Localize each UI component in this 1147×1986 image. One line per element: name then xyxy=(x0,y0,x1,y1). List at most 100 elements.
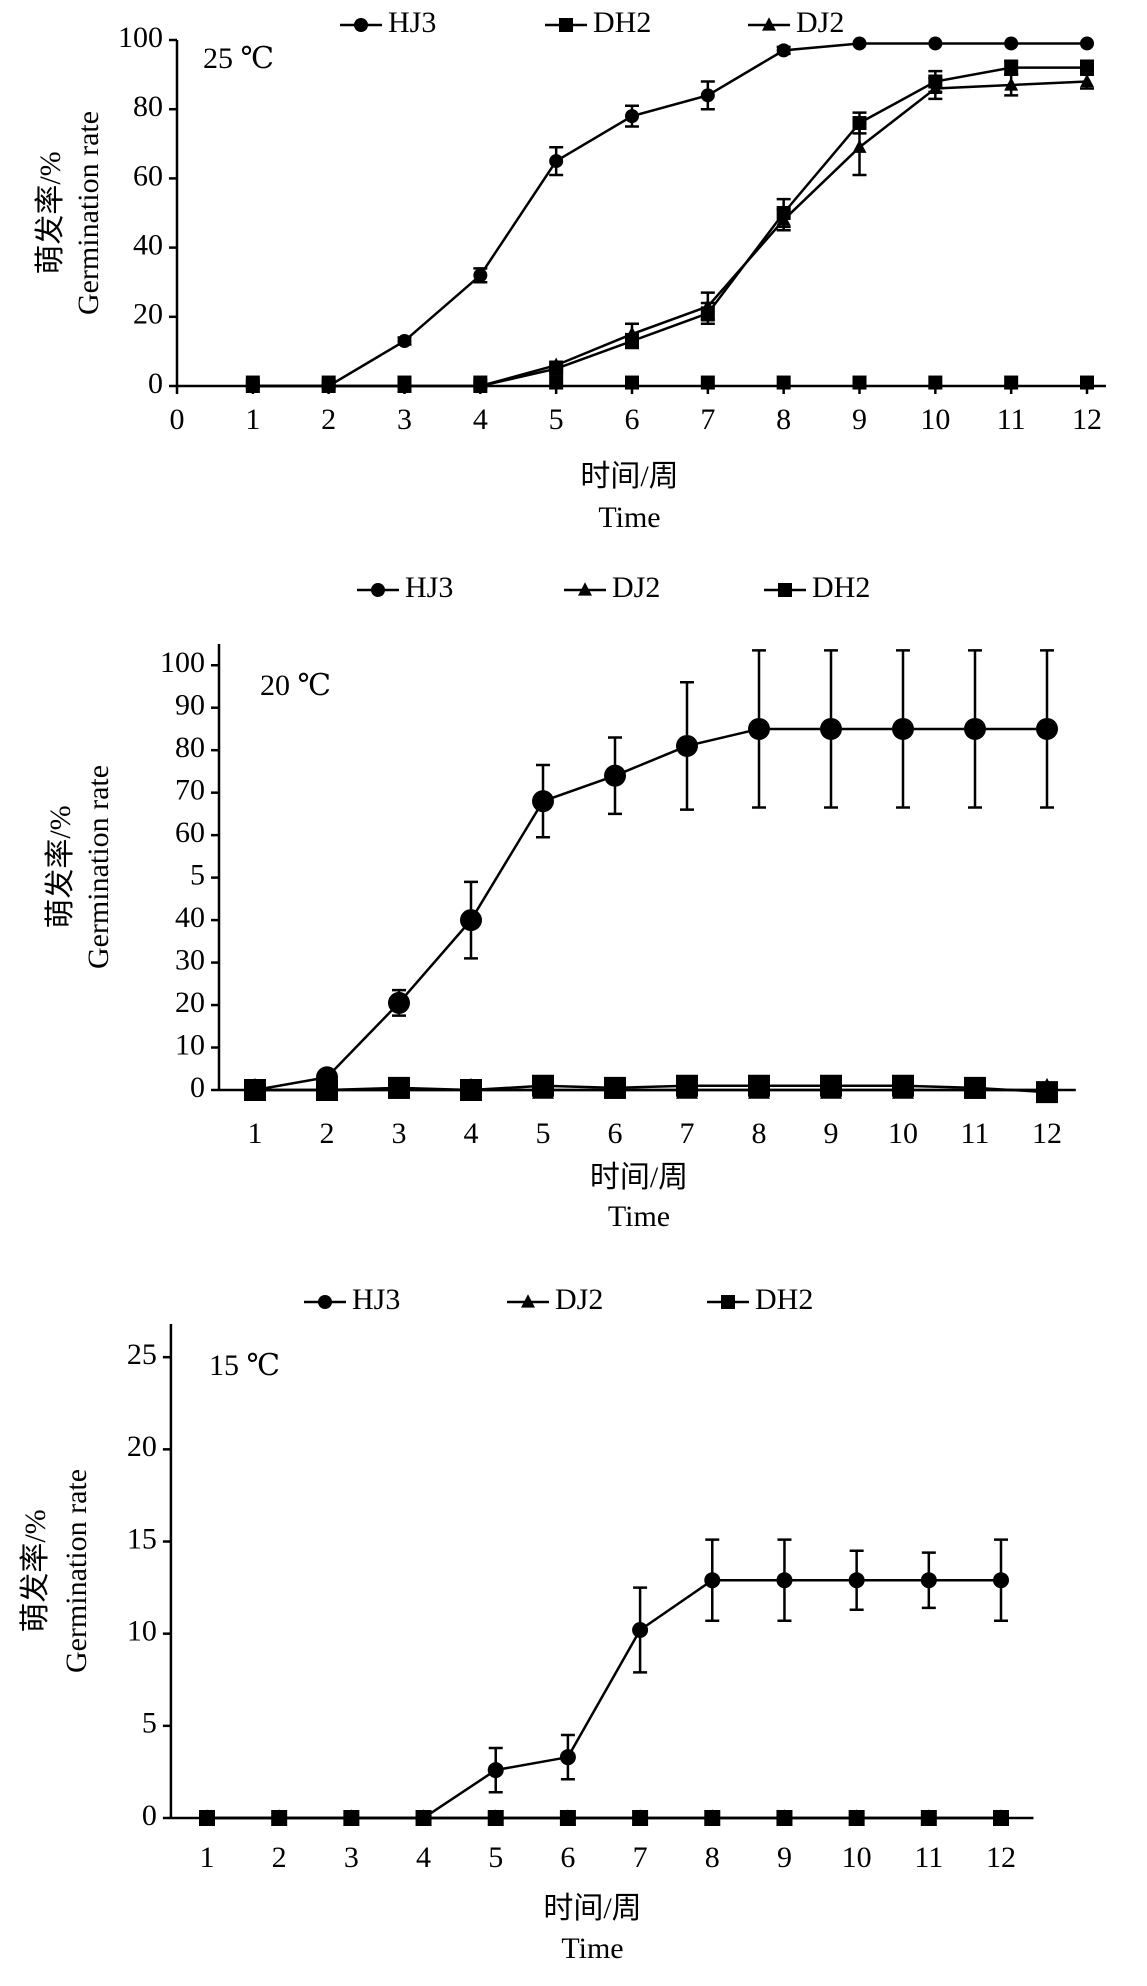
data-point xyxy=(625,326,639,340)
y-tick-label: 60 xyxy=(175,816,205,849)
x-tick-label: 10 xyxy=(842,1841,872,1874)
y-tick-label: 20 xyxy=(175,986,205,1019)
data-point xyxy=(892,1074,914,1097)
y-tick-label: 60 xyxy=(133,159,163,192)
data-point xyxy=(397,334,412,349)
series-line xyxy=(252,42,1087,388)
legend-marker xyxy=(318,1295,332,1309)
data-point xyxy=(704,1572,721,1589)
data-point xyxy=(776,43,791,58)
x-tick-label: 3 xyxy=(344,1841,359,1874)
data-point xyxy=(559,1810,576,1826)
series-line xyxy=(254,727,1047,1092)
data-point xyxy=(700,298,715,313)
data-point xyxy=(776,1572,793,1589)
data-point xyxy=(852,36,867,51)
data-point xyxy=(993,1810,1009,1826)
x-tick-label: 1 xyxy=(200,1841,215,1874)
x-axis-label: 时间/周 xyxy=(590,1161,688,1194)
data-point xyxy=(1004,60,1019,75)
x-tick-label: 4 xyxy=(473,403,488,436)
x-tick-label: 9 xyxy=(777,1841,792,1874)
data-point xyxy=(245,375,260,390)
data-point xyxy=(748,717,770,740)
y-tick-label: 90 xyxy=(175,689,205,722)
x-tick-label: 4 xyxy=(416,1841,431,1874)
x-tick-label: 9 xyxy=(852,403,867,436)
data-point xyxy=(1036,717,1058,740)
y-axis-label: 萌发率/% xyxy=(44,805,77,928)
data-point xyxy=(848,1810,865,1826)
data-point xyxy=(1036,1081,1058,1104)
x-tick-label: 7 xyxy=(633,1841,648,1874)
y-tick-label: 30 xyxy=(175,943,205,976)
data-point xyxy=(397,375,412,390)
data-point xyxy=(604,1076,626,1099)
x-axis-label: 时间/周 xyxy=(543,1892,641,1925)
x-axis-label: Time xyxy=(561,1932,623,1965)
x-tick-label: 0 xyxy=(170,403,185,436)
x-tick-label: 3 xyxy=(397,403,412,436)
x-tick-label: 3 xyxy=(392,1117,407,1150)
data-point xyxy=(748,1074,770,1097)
data-point xyxy=(1080,60,1094,75)
data-point xyxy=(625,375,639,390)
x-tick-label: 2 xyxy=(272,1841,287,1874)
data-point xyxy=(1004,375,1019,390)
x-tick-label: 12 xyxy=(986,1841,1016,1874)
data-point xyxy=(928,36,943,51)
chart-title: 20 ℃ xyxy=(260,669,331,702)
y-axis-label: 萌发率/% xyxy=(19,1509,52,1632)
x-tick-label: 12 xyxy=(1072,403,1102,436)
data-point xyxy=(920,1810,937,1826)
data-point xyxy=(852,375,867,390)
data-point xyxy=(892,717,914,740)
data-point xyxy=(700,88,715,103)
y-tick-label: 70 xyxy=(175,774,205,807)
x-tick-label: 5 xyxy=(488,1841,503,1874)
y-tick-label: 0 xyxy=(142,1799,157,1832)
data-point xyxy=(964,717,986,740)
x-tick-label: 8 xyxy=(705,1841,720,1874)
y-tick-label: 15 xyxy=(127,1522,157,1555)
data-point xyxy=(415,1810,432,1826)
y-tick-label: 80 xyxy=(175,731,205,764)
y-axis-label: Germination rate xyxy=(60,1469,93,1673)
data-point xyxy=(776,212,791,226)
data-point xyxy=(820,717,842,740)
data-point xyxy=(316,1079,338,1101)
data-point xyxy=(460,1079,482,1101)
data-point xyxy=(776,1810,793,1826)
y-tick-label: 5 xyxy=(190,859,205,892)
x-tick-label: 6 xyxy=(560,1841,575,1874)
y-tick-label: 20 xyxy=(127,1430,157,1463)
data-point xyxy=(532,790,554,813)
x-tick-label: 11 xyxy=(961,1117,990,1150)
data-point xyxy=(388,1076,410,1099)
data-point xyxy=(559,1749,576,1766)
data-point xyxy=(199,1810,215,1826)
legend-marker xyxy=(578,582,592,596)
x-tick-label: 8 xyxy=(776,403,791,436)
x-tick-label: 5 xyxy=(549,403,564,436)
data-point xyxy=(928,375,943,390)
data-point xyxy=(1080,36,1094,51)
data-point xyxy=(487,1810,504,1826)
x-tick-label: 12 xyxy=(1032,1117,1062,1150)
data-point xyxy=(1004,36,1019,51)
y-tick-label: 40 xyxy=(133,228,163,261)
x-tick-label: 2 xyxy=(321,403,336,436)
data-point xyxy=(473,268,488,283)
data-point xyxy=(1080,73,1094,88)
y-tick-label: 0 xyxy=(190,1071,205,1104)
data-point xyxy=(1080,375,1094,390)
legend-label: HJ3 xyxy=(388,6,436,39)
x-tick-label: 10 xyxy=(920,403,950,436)
data-point xyxy=(321,375,336,390)
x-tick-label: 9 xyxy=(824,1117,839,1150)
x-tick-label: 4 xyxy=(464,1117,479,1150)
data-point xyxy=(271,1810,288,1826)
data-point xyxy=(460,909,482,932)
data-point xyxy=(632,1621,649,1638)
legend-label: DH2 xyxy=(593,6,651,39)
